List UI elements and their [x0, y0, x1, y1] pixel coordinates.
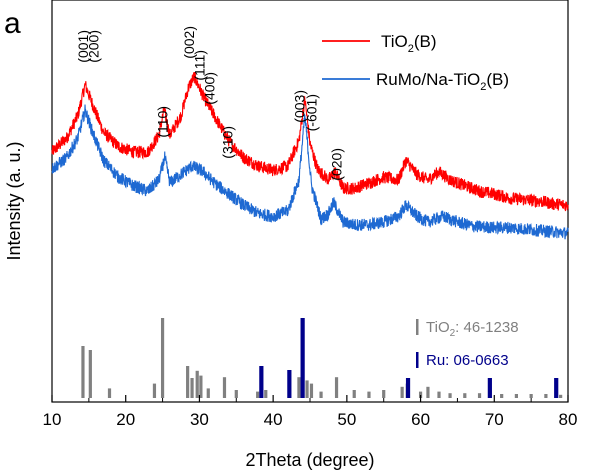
- x-tick-label-10: 10: [43, 410, 62, 429]
- ref-peak-2-5: [487, 378, 492, 398]
- x-tick-label-60: 60: [411, 410, 430, 429]
- ref-peak-2-4: [405, 378, 411, 398]
- x-axis: 10 20 30 40 50 60 70 80: [43, 395, 578, 429]
- ref-peak-1-14: [264, 390, 268, 398]
- ref-peak-2-6: [554, 378, 559, 398]
- x-tick-label-80: 80: [559, 410, 578, 429]
- ref-peak-1-3: [107, 388, 112, 398]
- ref-peak-1-17: [309, 383, 314, 398]
- x-tick-label-30: 30: [190, 410, 209, 429]
- ref-peak-1-23: [400, 386, 404, 398]
- ref-peak-1-6: [186, 366, 190, 398]
- ref-peak-1-7: [190, 378, 194, 398]
- series-line-1: [51, 71, 569, 212]
- ref-peak-1-1: [81, 346, 85, 398]
- x-tick-label-70: 70: [485, 410, 504, 429]
- peak-label-3: (110): [155, 106, 171, 138]
- peak-label-8: (003): [292, 90, 308, 123]
- ref-peak-2-3: [300, 318, 305, 398]
- peak-label-9: (-601): [304, 94, 320, 131]
- ref-peak-1-28: [448, 393, 452, 398]
- x-tick-label-40: 40: [264, 410, 283, 429]
- ref-peak-1-35: [559, 394, 563, 398]
- ref-peak-1-26: [426, 386, 430, 398]
- peak-label-2: (200): [85, 30, 101, 63]
- ref-peak-1-13: [256, 391, 260, 398]
- ref-peak-1-5: [160, 318, 165, 398]
- series-line-2: [51, 104, 569, 240]
- ref-peak-2-2: [287, 370, 292, 398]
- legend-label-2: RuMo/Na-TiO2(B): [376, 70, 509, 93]
- ref-legend-label-2: Ru: 06-0663: [426, 352, 509, 369]
- ref-legend-bar-1: [416, 319, 419, 335]
- ref-peak-2-1: [259, 366, 264, 398]
- panel-label: a: [4, 7, 21, 40]
- ref-peak-1-19: [334, 377, 339, 398]
- reference-patterns: [81, 318, 563, 398]
- peak-label-6: (400): [202, 72, 218, 105]
- x-tick-label-20: 20: [116, 410, 135, 429]
- ref-peak-1-10: [206, 388, 210, 398]
- ref-peak-1-12: [234, 390, 238, 398]
- ref-peak-1-8: [195, 370, 199, 398]
- ref-peak-1-20: [352, 390, 356, 398]
- ref-peak-1-30: [477, 393, 482, 398]
- ref-peak-1-31: [500, 394, 504, 398]
- ref-peak-1-2: [88, 350, 92, 398]
- peak-label-10: (020): [329, 148, 345, 181]
- ref-peak-1-27: [437, 391, 441, 398]
- ref-peak-1-32: [514, 394, 518, 398]
- ref-peak-1-18: [319, 391, 323, 398]
- ref-peak-1-11: [222, 377, 227, 398]
- ref-peak-1-22: [382, 390, 386, 398]
- legend: TiO2(B) RuMo/Na-TiO2(B): [322, 32, 509, 93]
- peak-label-1: (001): [75, 30, 91, 63]
- legend-label-1: TiO2(B): [381, 32, 437, 55]
- peak-label-5: (111): [191, 50, 207, 81]
- x-axis-title: 2Theta (degree): [245, 450, 374, 470]
- ref-peak-1-33: [529, 394, 533, 398]
- ref-peak-1-29: [463, 393, 467, 398]
- ref-peak-1-34: [544, 394, 548, 398]
- plot-frame: [51, 0, 569, 403]
- series-layer: [51, 71, 569, 240]
- ref-peak-1-4: [152, 383, 157, 398]
- ref-peak-1-15: [297, 377, 301, 398]
- ref-legend-bar-2: [416, 352, 419, 368]
- peak-label-7: (310): [219, 126, 235, 159]
- y-axis-title: Intensity (a. u.): [4, 141, 24, 260]
- peak-labels: (001)(200) (110) (002)(111)(400) (310) (003)…: [75, 26, 345, 181]
- ref-legend-label-1: TiO2: 46-1238: [426, 319, 519, 339]
- x-tick-label-50: 50: [337, 410, 356, 429]
- peak-label-4: (002): [181, 26, 197, 59]
- ref-peak-1-9: [199, 375, 203, 398]
- ref-peak-1-16: [305, 380, 309, 398]
- reference-legend: TiO2: 46-1238 Ru: 06-0663: [416, 319, 519, 369]
- ref-peak-1-21: [367, 391, 371, 398]
- ref-peak-1-25: [418, 391, 423, 398]
